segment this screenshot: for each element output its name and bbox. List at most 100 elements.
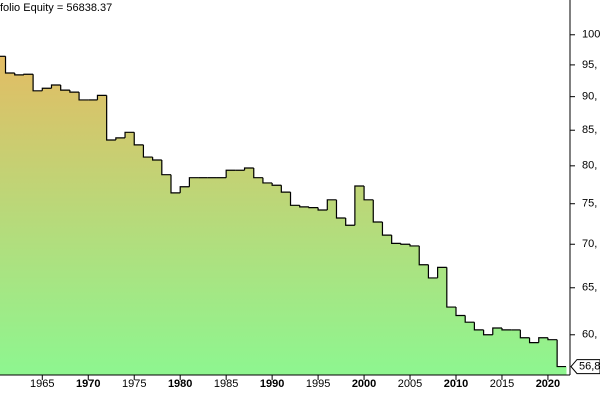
equity-step — [106, 95, 116, 141]
equity-step — [253, 168, 263, 179]
equity-step — [409, 244, 420, 247]
last-value-label: 56,8 — [579, 360, 600, 372]
equity-step — [326, 199, 337, 211]
equity-step — [418, 245, 429, 266]
area-step — [143, 157, 154, 375]
area-step — [79, 99, 89, 375]
y-tick-label: 100, — [582, 29, 600, 41]
area-step — [253, 177, 264, 375]
area-step — [161, 174, 172, 375]
last-value-box — [570, 359, 600, 375]
equity-step — [455, 307, 466, 317]
area-step — [428, 277, 439, 375]
area-step — [171, 192, 181, 375]
area-step — [345, 225, 356, 375]
equity-step — [152, 157, 162, 161]
area-step — [290, 205, 301, 375]
equity-step — [363, 185, 374, 201]
equity-step — [262, 177, 273, 184]
x-tick-label: 2000 — [352, 378, 376, 390]
area-step — [14, 74, 25, 375]
area-step — [272, 185, 282, 375]
equity-step — [115, 137, 126, 140]
area-step — [400, 244, 411, 375]
equity-step — [391, 235, 401, 245]
area-step — [318, 210, 328, 375]
area-step — [198, 177, 209, 375]
equity-step — [547, 337, 558, 341]
y-tick-label: 60, — [582, 329, 597, 341]
area-step — [373, 222, 383, 375]
equity-step — [464, 315, 475, 323]
x-tick-label: 2010 — [444, 378, 468, 390]
equity-step — [133, 132, 144, 146]
area-step — [382, 235, 393, 375]
area-step — [42, 88, 52, 375]
equity-step — [299, 205, 309, 208]
area-step — [511, 329, 521, 375]
area-step — [474, 329, 485, 375]
area-step — [244, 168, 255, 375]
area-step — [180, 186, 190, 375]
area-step — [23, 74, 34, 375]
equity-step — [142, 144, 153, 158]
equity-step — [473, 322, 484, 331]
area-step — [226, 170, 236, 375]
x-tick-label: 1965 — [30, 378, 54, 390]
equity-step — [41, 87, 52, 91]
area-step — [492, 327, 503, 375]
equity-step — [243, 167, 254, 171]
equity-step — [280, 185, 291, 193]
area-step — [262, 182, 273, 375]
x-tick-label: 1980 — [168, 378, 192, 390]
x-tick-label: 1995 — [306, 378, 330, 390]
area-step — [410, 245, 420, 375]
area-step — [152, 159, 163, 375]
y-tick-label: 85, — [582, 124, 597, 136]
equity-step — [538, 337, 548, 343]
area-step — [115, 137, 126, 375]
area-step — [437, 267, 448, 375]
equity-step — [4, 56, 15, 74]
area-step — [419, 264, 429, 375]
area-step — [134, 144, 144, 375]
area-step — [5, 72, 16, 375]
equity-step — [317, 207, 328, 211]
area-step — [0, 56, 7, 375]
title-bg — [0, 0, 140, 14]
equity-step — [69, 90, 80, 93]
area-step — [327, 199, 337, 375]
area-step — [336, 217, 347, 375]
area-step — [557, 366, 567, 375]
x-tick-label: 2005 — [398, 378, 422, 390]
area-step — [51, 85, 62, 375]
equity-step — [188, 177, 199, 187]
y-tick-label: 65, — [582, 282, 597, 294]
equity-step — [179, 186, 190, 193]
area-step — [207, 177, 218, 375]
x-tick-label: 2020 — [536, 378, 560, 390]
x-tick-label: 2015 — [490, 378, 514, 390]
area-step — [456, 315, 466, 375]
x-tick-label: 1970 — [76, 378, 100, 390]
area-step — [299, 206, 310, 375]
equity-step — [289, 192, 300, 206]
y-tick-label: 75, — [582, 198, 597, 210]
equity-step — [14, 72, 24, 76]
area-step — [529, 342, 540, 375]
equity-step — [170, 174, 181, 194]
chart-title: folio Equity = 56838.37 — [0, 2, 112, 14]
equity-step — [23, 73, 34, 75]
equity-step — [501, 327, 512, 331]
area-step — [354, 185, 365, 375]
equity-step — [32, 74, 43, 92]
area-step — [235, 170, 246, 375]
equity-step — [381, 222, 392, 236]
area-step — [189, 177, 200, 375]
equity-step — [437, 266, 447, 278]
area-step — [97, 95, 108, 375]
area-step — [538, 337, 549, 375]
equity-step — [96, 94, 107, 100]
area-step — [364, 199, 374, 375]
